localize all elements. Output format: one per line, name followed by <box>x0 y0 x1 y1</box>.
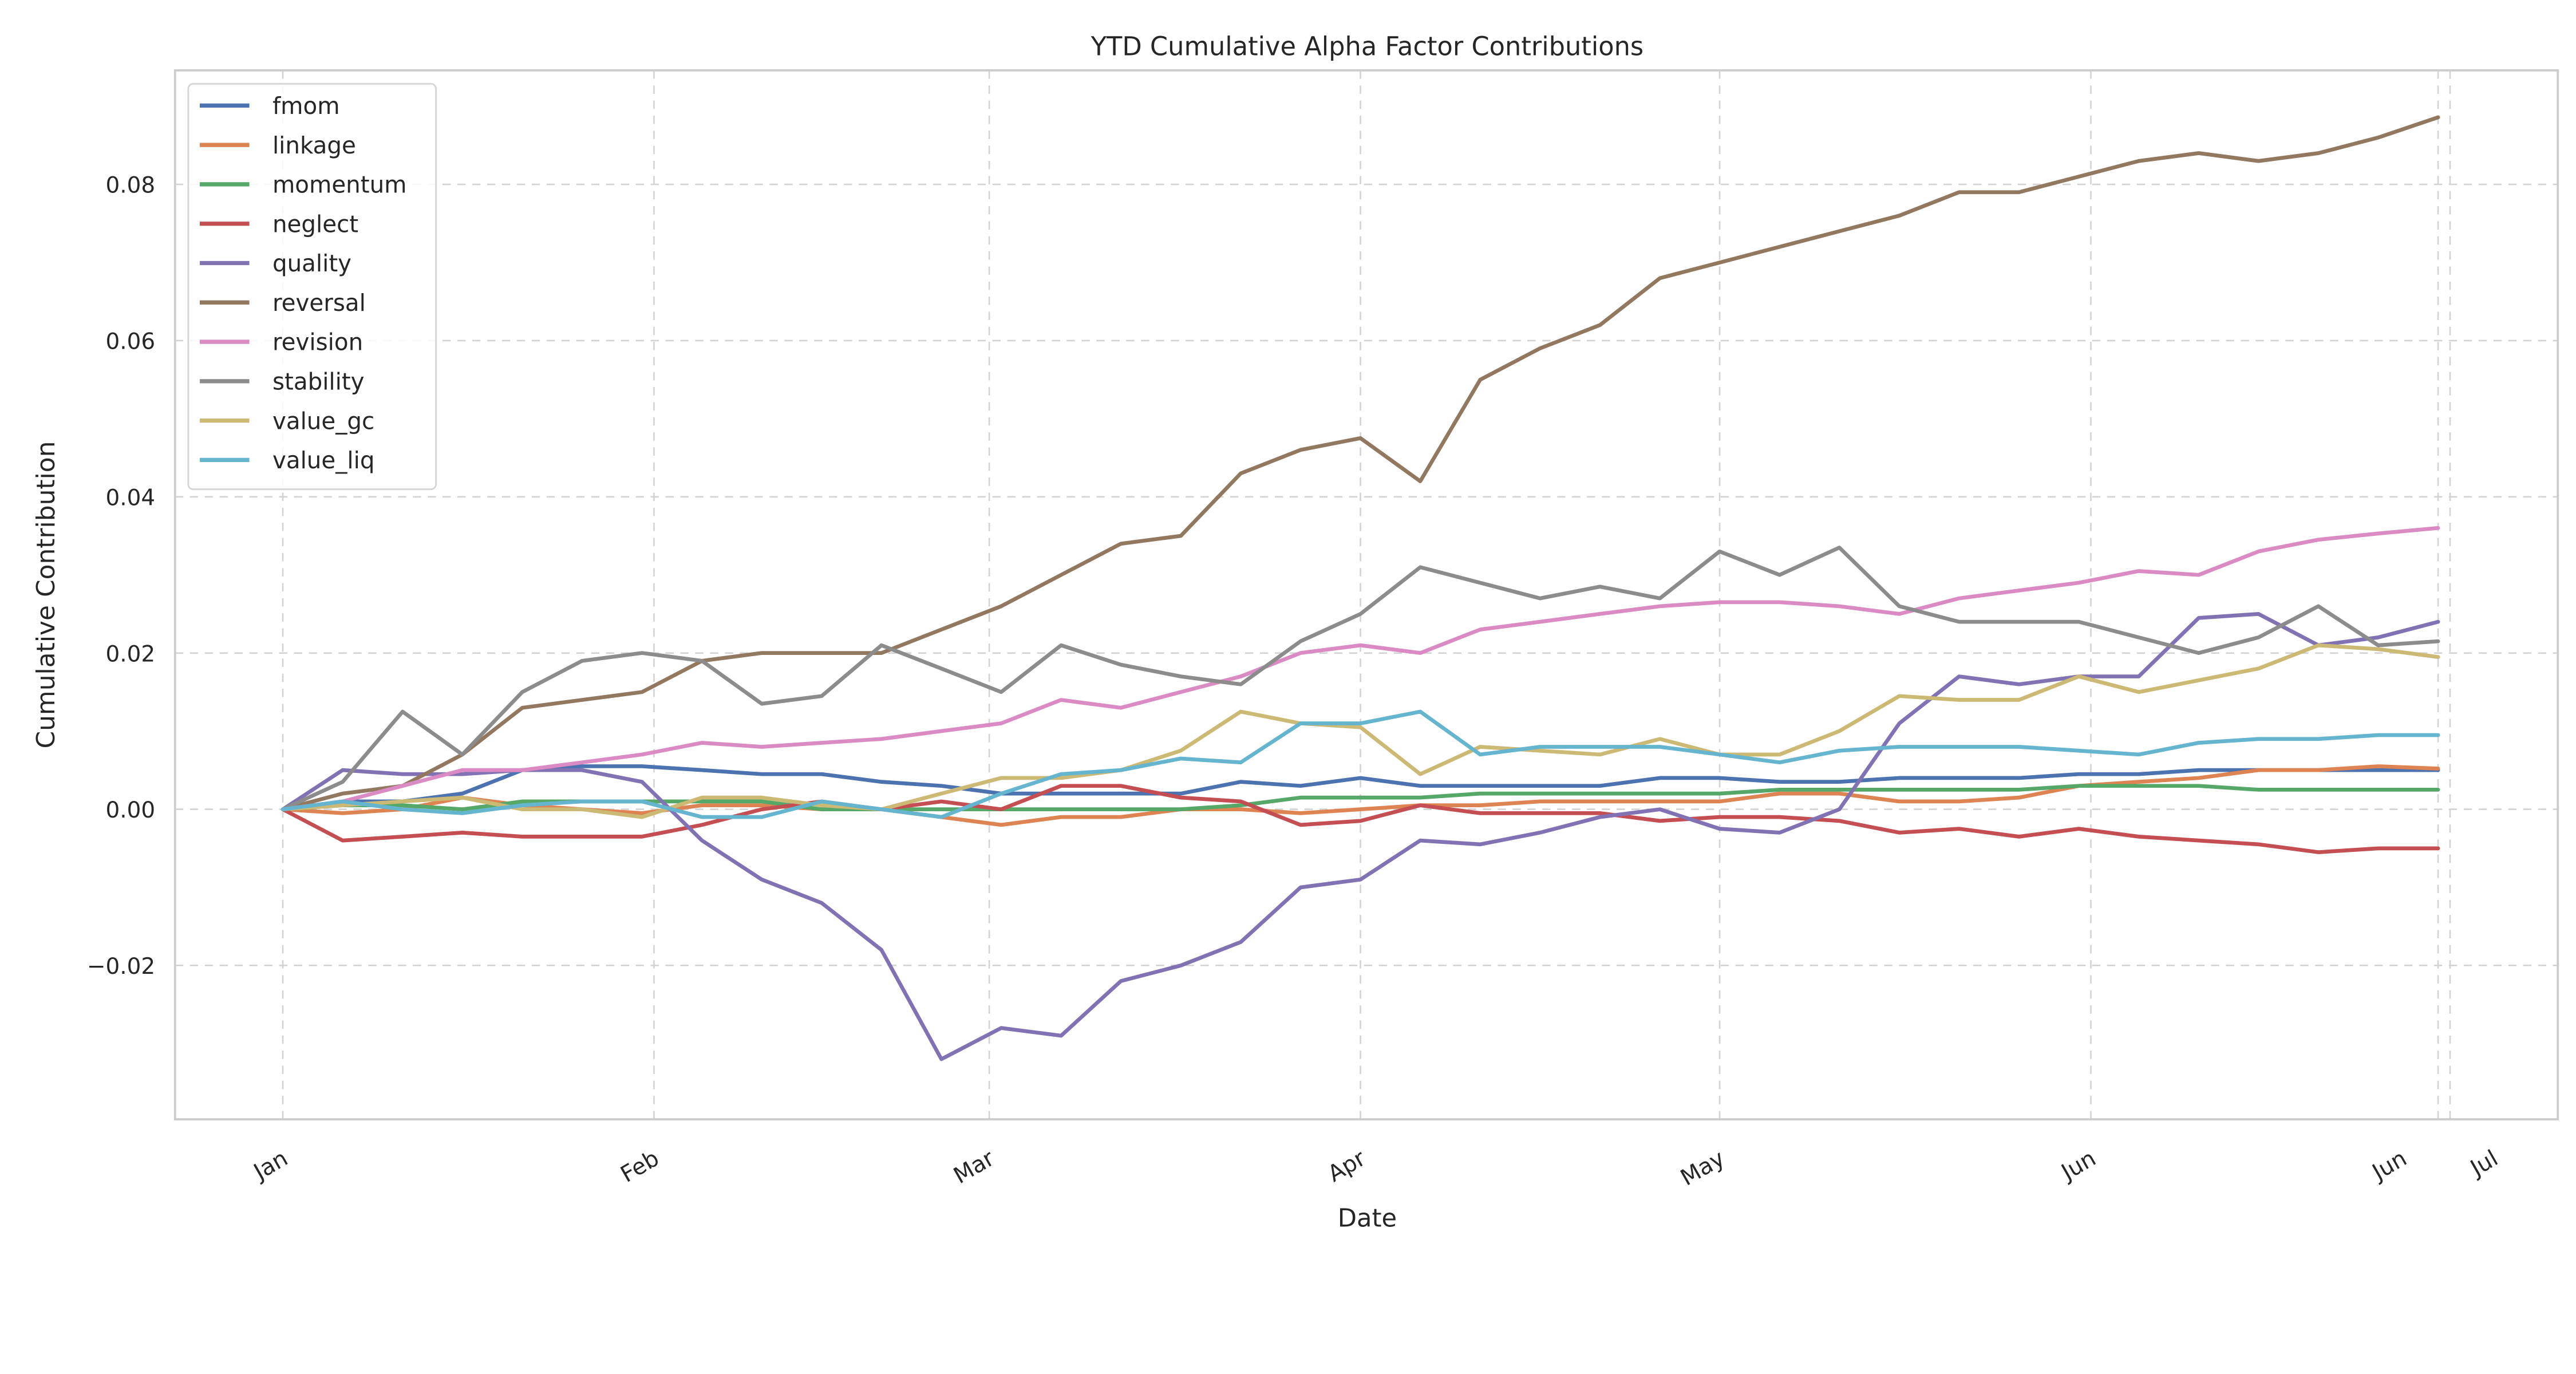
series-line-fmom <box>280 764 2440 812</box>
x-tick-label: May <box>1677 1146 1729 1191</box>
legend-label-value_liq: value_liq <box>272 447 375 474</box>
legend-label-revision: revision <box>272 328 363 356</box>
chart-title: YTD Cumulative Alpha Factor Contribution… <box>1091 31 1643 61</box>
legend-label-reversal: reversal <box>272 289 366 317</box>
series-line-momentum <box>280 784 2440 812</box>
series-line-value_gc <box>280 643 2440 819</box>
series-lines <box>280 115 2440 1061</box>
y-axis-title: Cumulative Contribution <box>32 441 61 749</box>
legend-label-neglect: neglect <box>272 210 358 238</box>
series-line-stability <box>280 546 2440 812</box>
y-axis-ticks: −0.02 0.00 0.02 0.04 0.06 0.08 <box>87 172 155 980</box>
y-tick-label: 0.02 <box>105 641 155 667</box>
legend-label-stability: stability <box>272 368 365 395</box>
x-tick-label: Feb <box>617 1146 663 1188</box>
legend-label-value_gc: value_gc <box>272 407 374 435</box>
x-tick-label: Jun <box>2367 1146 2412 1187</box>
x-tick-label: Apr <box>1323 1145 1370 1187</box>
x-axis-title: Date <box>1338 1204 1397 1233</box>
series-line-neglect <box>280 784 2440 854</box>
y-tick-label: 0.00 <box>105 797 155 823</box>
gridlines <box>175 70 2558 1120</box>
legend: fmom linkage momentum neglect quality reversa… <box>187 82 437 491</box>
series-line-value_liq <box>280 709 2440 819</box>
plot-frame <box>173 69 2559 1121</box>
series-line-reversal <box>280 115 2440 812</box>
y-tick-label: 0.04 <box>105 485 155 511</box>
legend-box <box>187 82 437 491</box>
y-tick-label: 0.08 <box>105 172 155 198</box>
series-line-revision <box>280 526 2440 812</box>
x-axis-ticks: Jan Feb Mar Apr May Jun Jun Jul <box>248 1145 2503 1191</box>
x-tick-label: Jan <box>248 1146 293 1186</box>
x-tick-label: Jun <box>2056 1146 2100 1187</box>
legend-label-momentum: momentum <box>272 171 407 198</box>
y-tick-label: −0.02 <box>87 954 155 980</box>
x-tick-label: Mar <box>950 1145 999 1189</box>
legend-label-quality: quality <box>272 250 351 277</box>
x-tick-label: Jul <box>2465 1146 2503 1183</box>
legend-label-fmom: fmom <box>272 92 340 120</box>
y-tick-label: 0.06 <box>105 329 155 354</box>
legend-label-linkage: linkage <box>272 132 356 159</box>
